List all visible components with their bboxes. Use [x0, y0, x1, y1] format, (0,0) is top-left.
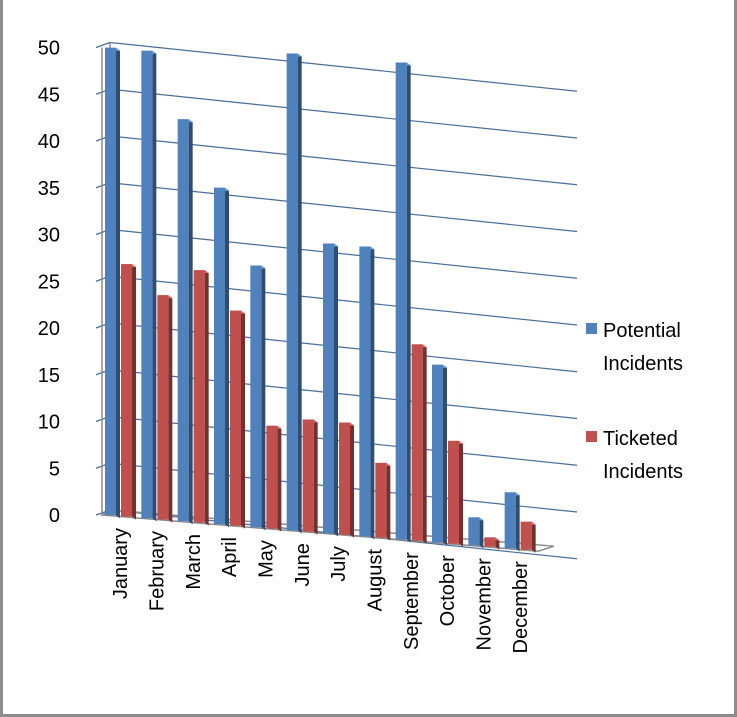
x-tick-label-november: November — [474, 558, 496, 651]
bar-potential-november — [468, 517, 484, 549]
x-tick-label-january: January — [110, 528, 132, 599]
gridline-tick-10 — [95, 41, 111, 49]
y-tick-label-7: 35 — [38, 178, 60, 200]
x-tick-labels: January February March April May June July Augu… — [110, 528, 532, 653]
bar-ticketed-february — [157, 295, 173, 523]
bar-ticketed-april — [230, 310, 245, 529]
bar-ticketed-november — [484, 537, 500, 550]
bars — [105, 47, 536, 553]
y-tick-label-3: 15 — [38, 365, 60, 387]
bar-potential-august — [359, 246, 375, 540]
legend-label-0-0: Potential — [603, 320, 681, 342]
legend-swatch-1 — [586, 431, 597, 442]
x-tick-label-august: August — [365, 549, 387, 612]
x-tick-label-december: December — [510, 561, 532, 654]
x-tick-label-july: July — [328, 546, 350, 582]
bar-potential-december — [504, 492, 520, 552]
bar-potential-april — [214, 187, 229, 528]
bar-potential-february — [141, 50, 157, 522]
bar-potential-june — [286, 53, 302, 534]
x-tick-label-june: June — [292, 543, 314, 586]
y-tick-label-1: 5 — [49, 458, 60, 480]
y-tick-label-9: 45 — [38, 84, 60, 106]
bar-ticketed-july — [339, 422, 354, 538]
x-tick-label-september: September — [401, 552, 423, 650]
y-tick-label-8: 40 — [38, 131, 60, 153]
legend-swatch-0 — [586, 323, 597, 334]
bar-potential-may — [250, 265, 266, 531]
x-tick-label-april: April — [219, 537, 241, 577]
y-tick-label-2: 10 — [38, 412, 60, 434]
bar-ticketed-december — [520, 521, 536, 553]
bar-potential-september — [395, 62, 411, 543]
gridline-9 — [109, 88, 578, 139]
y-tick-label-5: 25 — [38, 271, 60, 293]
bar-potential-july — [323, 243, 338, 537]
bar-potential-march — [177, 119, 193, 525]
bar-ticketed-june — [302, 419, 318, 535]
legend: Potential Incidents Ticketed Incidents — [586, 320, 683, 483]
legend-label-1-1: Incidents — [603, 461, 683, 483]
y-tick-label-10: 50 — [38, 38, 60, 60]
y-tick-label-0: 0 — [49, 505, 60, 527]
bar-ticketed-september — [411, 344, 427, 544]
y-tick-label-6: 30 — [38, 225, 60, 247]
bar-ticketed-may — [266, 425, 282, 532]
legend-label-0-1: Incidents — [603, 353, 683, 375]
x-tick-label-october: October — [437, 555, 459, 626]
bar-potential-january — [105, 47, 120, 519]
y-tick-label-4: 20 — [38, 318, 60, 340]
x-tick-label-march: March — [183, 534, 205, 590]
bar-ticketed-march — [193, 270, 209, 526]
gridline-10 — [109, 41, 578, 92]
y-tick-labels: 0 5 10 15 20 25 30 35 40 45 50 — [38, 38, 60, 528]
x-tick-label-february: February — [147, 531, 169, 611]
bar-ticketed-august — [375, 462, 391, 541]
bar-potential-october — [432, 364, 447, 546]
bar-ticketed-october — [448, 440, 463, 547]
legend-label-1-0: Ticketed — [603, 428, 678, 450]
bar-ticketed-january — [121, 264, 136, 520]
x-tick-label-may: May — [256, 540, 278, 578]
